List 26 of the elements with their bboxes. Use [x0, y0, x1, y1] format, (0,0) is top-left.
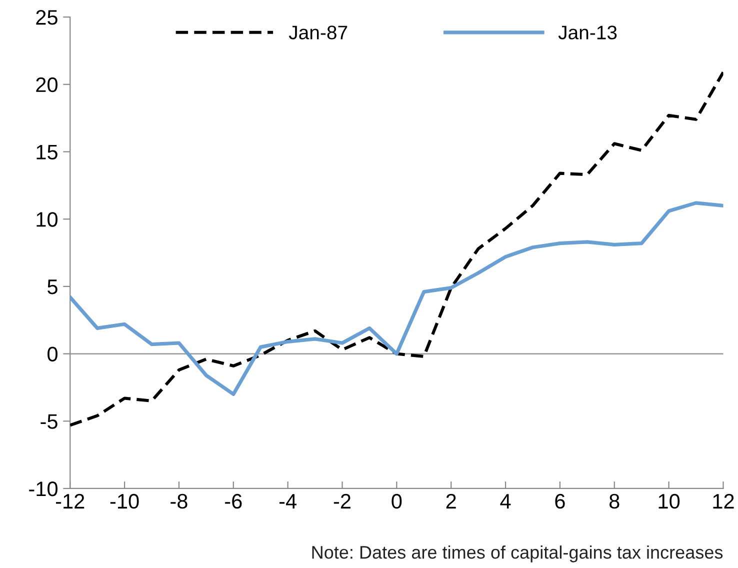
text: Note: Dates are times of capital-gains tax increases [312, 545, 723, 562]
x-tick-label: 8 [609, 494, 620, 509]
x-tick-label: -6 [225, 494, 242, 509]
y-tick-label: 25 [36, 10, 58, 25]
x-tick-label: -4 [279, 494, 296, 508]
x-tick-label: 0 [392, 494, 402, 509]
line-series [70, 201, 724, 396]
y-tick-label: -10 [29, 481, 58, 496]
x-tick-label: -12 [56, 494, 84, 508]
x-tick-label: -8 [170, 494, 188, 509]
x-tick-label: -2 [334, 494, 350, 508]
x-tick-label: 2 [446, 494, 456, 508]
y-tick-label: 15 [36, 144, 58, 160]
x-tick-label: 4 [500, 494, 511, 508]
x-tick-label: -10 [110, 494, 139, 509]
x-tick-label: 6 [555, 494, 565, 509]
y-tick-label: 0 [48, 346, 58, 362]
line-series [70, 70, 724, 427]
legend-label: Jan-87 [288, 26, 348, 40]
x-tick-label: 10 [658, 494, 680, 509]
y-tick-label: 5 [48, 280, 58, 294]
x-tick-label: 12 [713, 494, 734, 508]
y-tick-label: -5 [40, 414, 58, 429]
legend-label: Jan-13 [558, 26, 617, 40]
y-tick-label: 20 [36, 77, 58, 92]
y-tick-label: 10 [36, 212, 58, 227]
